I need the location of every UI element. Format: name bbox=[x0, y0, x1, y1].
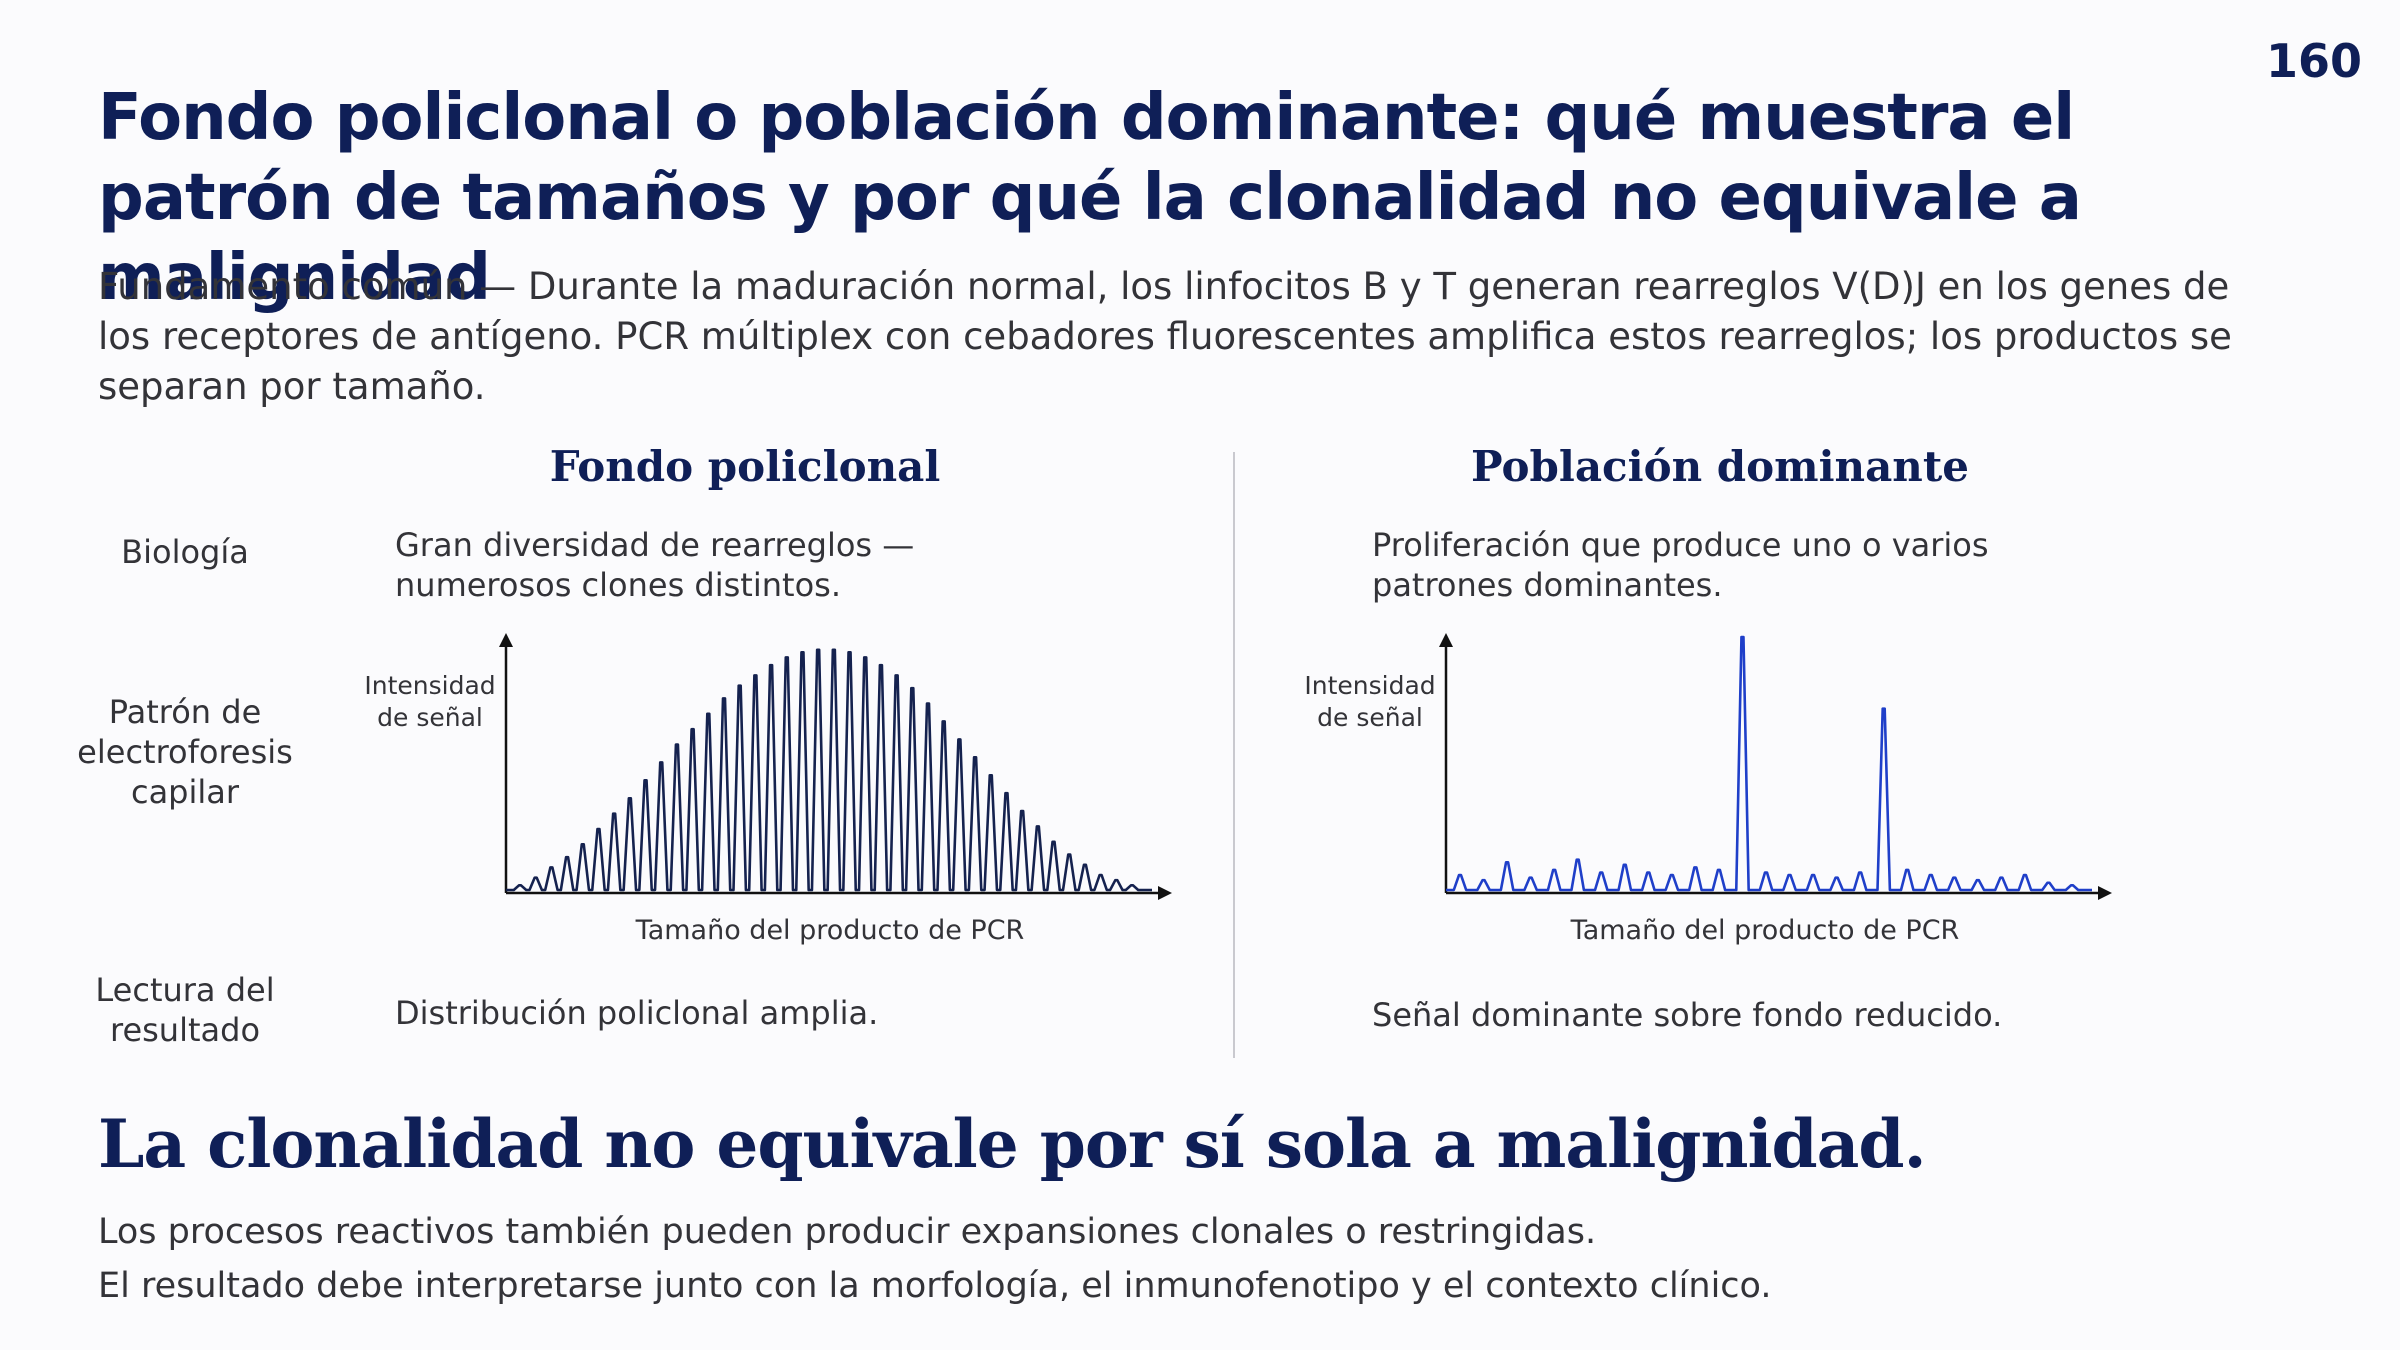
column-divider bbox=[1233, 452, 1235, 1058]
left-chart-x-axis-arrow bbox=[1158, 886, 1172, 900]
right-chart-signal-trace bbox=[1446, 635, 2092, 892]
right-electropherogram bbox=[1439, 633, 2112, 900]
right-biology-text: Proliferación que produce uno o varios p… bbox=[1372, 526, 1989, 604]
right-chart-xlabel: Tamaño del producto de PCR bbox=[1570, 915, 1960, 946]
left-chart-y-axis-arrow bbox=[499, 633, 513, 647]
row-label-pattern: Patrón de electroforesis capilar bbox=[77, 693, 293, 811]
left-readout-text: Distribución policlonal amplia. bbox=[395, 994, 879, 1032]
left-chart-ylabel: Intensidad de señal bbox=[364, 671, 496, 732]
column-title-polyclonal: Fondo policlonal bbox=[549, 442, 941, 491]
intro-paragraph: Fundamento común — Durante la maduración… bbox=[98, 265, 2232, 408]
note-line-1: Los procesos reactivos también pueden pr… bbox=[98, 1212, 1597, 1252]
page-number: 160 bbox=[2265, 34, 2362, 88]
right-chart-x-axis-arrow bbox=[2098, 886, 2112, 900]
row-label-readout: Lectura del resultado bbox=[95, 971, 275, 1049]
column-title-dominant: Población dominante bbox=[1471, 442, 1969, 491]
page-title: Fondo policlonal o población dominante: … bbox=[98, 81, 2082, 315]
row-label-biology: Biología bbox=[121, 533, 249, 571]
right-chart-y-axis-arrow bbox=[1439, 633, 1453, 647]
conclusion-heading: La clonalidad no equivale por sí sola a … bbox=[98, 1105, 1927, 1183]
note-line-2: El resultado debe interpretarse junto co… bbox=[98, 1266, 1772, 1306]
left-biology-text: Gran diversidad de rearreglos — numeroso… bbox=[395, 526, 915, 604]
left-chart-xlabel: Tamaño del producto de PCR bbox=[635, 915, 1025, 946]
left-electropherogram bbox=[499, 633, 1172, 900]
right-readout-text: Señal dominante sobre fondo reducido. bbox=[1372, 996, 2003, 1034]
right-chart-ylabel: Intensidad de señal bbox=[1304, 671, 1436, 732]
left-chart-signal-trace bbox=[506, 648, 1152, 892]
